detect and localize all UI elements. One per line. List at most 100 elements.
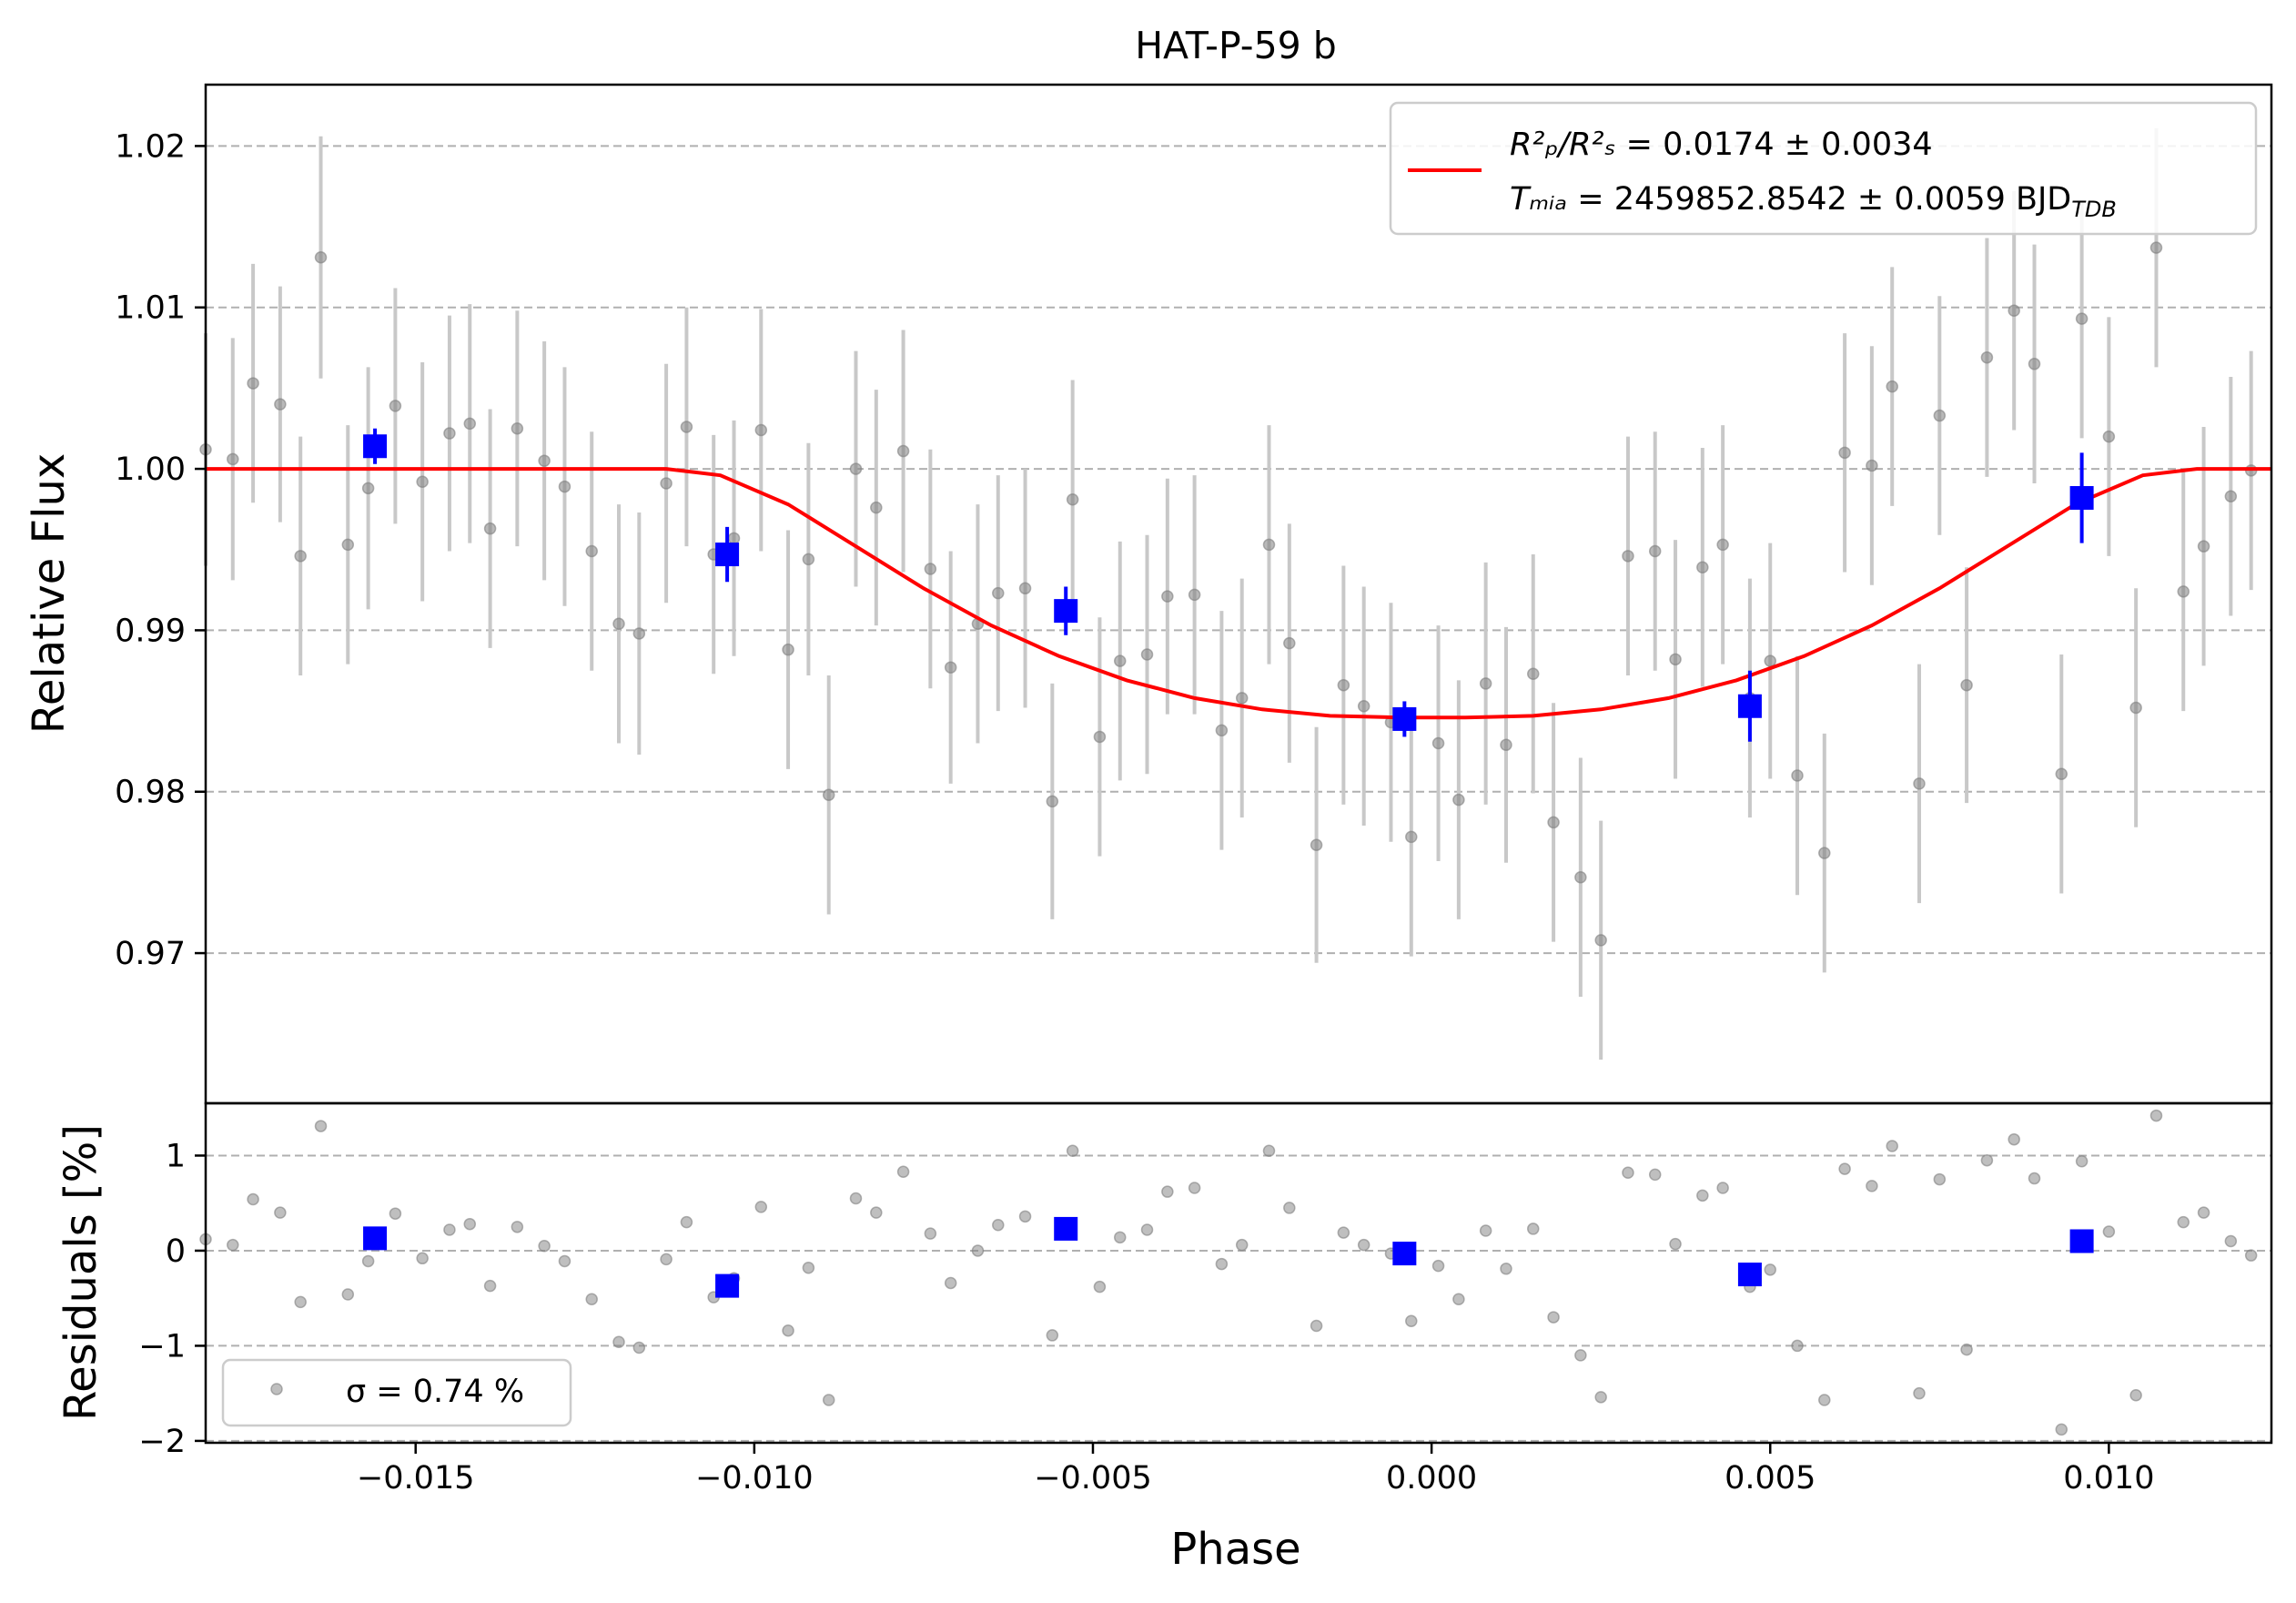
raw-data-point xyxy=(660,477,673,490)
residual-point xyxy=(1886,1140,1898,1152)
raw-data-point xyxy=(1791,769,1804,782)
raw-data-point xyxy=(632,627,646,640)
raw-data-point xyxy=(1310,838,1323,852)
residual-point xyxy=(294,1295,307,1309)
residual-point xyxy=(1235,1238,1249,1252)
raw-data-point xyxy=(443,427,456,440)
residual-point xyxy=(2028,1172,2041,1185)
legend-depth-value: = 0.0174 ± 0.0034 xyxy=(1616,127,1933,163)
top-legend-box xyxy=(1389,101,2258,236)
raw-data-point xyxy=(2224,490,2238,502)
raw-data-point xyxy=(341,538,355,552)
residual-point xyxy=(1357,1238,1371,1252)
residual-point xyxy=(2149,1109,2163,1122)
raw-data-point xyxy=(227,452,239,466)
raw-data-point xyxy=(782,643,794,656)
residual-point xyxy=(1215,1257,1229,1271)
residual-point xyxy=(1791,1339,1804,1353)
residual-point xyxy=(1161,1185,1174,1198)
raw-data-point xyxy=(511,421,524,435)
raw-data-point xyxy=(247,377,259,390)
raw-data-point xyxy=(2149,241,2163,254)
raw-data-point xyxy=(1066,493,1079,506)
raw-data-point xyxy=(1114,654,1127,667)
raw-data-point xyxy=(1648,544,1662,558)
residual-point xyxy=(1310,1319,1323,1333)
raw-data-point xyxy=(849,462,863,475)
top-y-axis-label: Relative Flux xyxy=(24,453,75,735)
binned-data-point xyxy=(1392,706,1417,731)
residual-point xyxy=(1140,1223,1154,1236)
binned-residual-point xyxy=(715,1273,740,1298)
raw-data-point xyxy=(1283,636,1296,650)
raw-data-point xyxy=(1452,793,1465,807)
raw-data-point xyxy=(896,444,910,458)
x-tick-label: −0.015 xyxy=(357,1460,475,1496)
residual-point xyxy=(944,1276,957,1290)
x-axis-label: Phase xyxy=(1170,1524,1300,1575)
raw-data-point xyxy=(1527,667,1540,681)
raw-data-point xyxy=(1479,677,1492,690)
residual-point xyxy=(849,1192,863,1205)
residual-point xyxy=(1114,1231,1127,1244)
raw-data-point xyxy=(2102,430,2116,443)
residual-point xyxy=(1262,1144,1276,1157)
residual-point xyxy=(632,1341,646,1354)
residual-point xyxy=(1452,1293,1465,1305)
top-y-tick-label: 1.02 xyxy=(115,128,186,165)
residual-point xyxy=(660,1253,673,1266)
raw-data-point xyxy=(1188,588,1201,602)
residuals-legend-label: σ = 0.74 % xyxy=(346,1374,524,1410)
legend-depth-lhs: R²ₚ/R²ₛ xyxy=(1510,127,1616,163)
residuals-panel: 1 0 −1 −2 −0.015 −0.010 −0.005 0.000 0.005 0.010… xyxy=(56,1101,2273,1575)
residual-point xyxy=(1479,1224,1492,1237)
raw-data-point xyxy=(1913,777,1926,790)
raw-data-point xyxy=(612,617,625,631)
raw-data-point xyxy=(558,480,571,493)
residual-point xyxy=(2075,1154,2089,1168)
residual-point xyxy=(971,1244,985,1257)
raw-data-point xyxy=(2055,767,2068,780)
residual-point xyxy=(463,1217,477,1231)
raw-data-point xyxy=(2008,304,2020,318)
raw-data-point xyxy=(585,544,598,558)
binned-residual-points xyxy=(363,1216,2094,1298)
residual-point xyxy=(1838,1162,1851,1175)
raw-data-point xyxy=(1716,538,1729,552)
residual-point xyxy=(1547,1311,1560,1324)
bottom-y-tick-label: 1 xyxy=(166,1138,186,1174)
raw-data-point xyxy=(416,475,429,489)
raw-data-point xyxy=(1235,692,1249,705)
legend-tmid-subscript: TDB xyxy=(2071,197,2117,222)
raw-data-point xyxy=(483,522,497,535)
raw-data-point xyxy=(2028,358,2041,370)
residual-point xyxy=(1696,1189,1709,1202)
binned-residual-point xyxy=(1392,1242,1417,1266)
residual-point xyxy=(389,1207,402,1220)
residual-point xyxy=(1574,1349,1587,1362)
residual-point xyxy=(612,1335,625,1348)
residual-point xyxy=(314,1120,328,1132)
binned-residual-point xyxy=(1737,1263,1762,1287)
raw-data-point xyxy=(992,586,1005,600)
residual-point xyxy=(1500,1263,1512,1275)
raw-data-point xyxy=(754,423,768,437)
residual-point xyxy=(782,1324,794,1337)
raw-data-point xyxy=(822,788,835,802)
raw-data-point xyxy=(1018,582,1032,595)
x-tick-label: 0.000 xyxy=(1386,1460,1477,1496)
residual-point xyxy=(924,1227,937,1240)
binned-data-point xyxy=(2069,485,2094,510)
x-tick-label: 0.010 xyxy=(2063,1460,2154,1496)
bottom-y-axis-label: Residuals [%] xyxy=(56,1124,106,1421)
top-y-tick-label: 1.01 xyxy=(115,290,186,327)
raw-data-point xyxy=(1262,538,1276,552)
binned-data-point xyxy=(363,434,388,459)
residual-point xyxy=(1527,1223,1540,1235)
residual-point xyxy=(483,1279,497,1293)
raw-data-point xyxy=(361,482,375,495)
raw-data-point xyxy=(1622,550,1634,563)
raw-data-point xyxy=(1140,648,1154,661)
residual-point xyxy=(1066,1144,1079,1157)
